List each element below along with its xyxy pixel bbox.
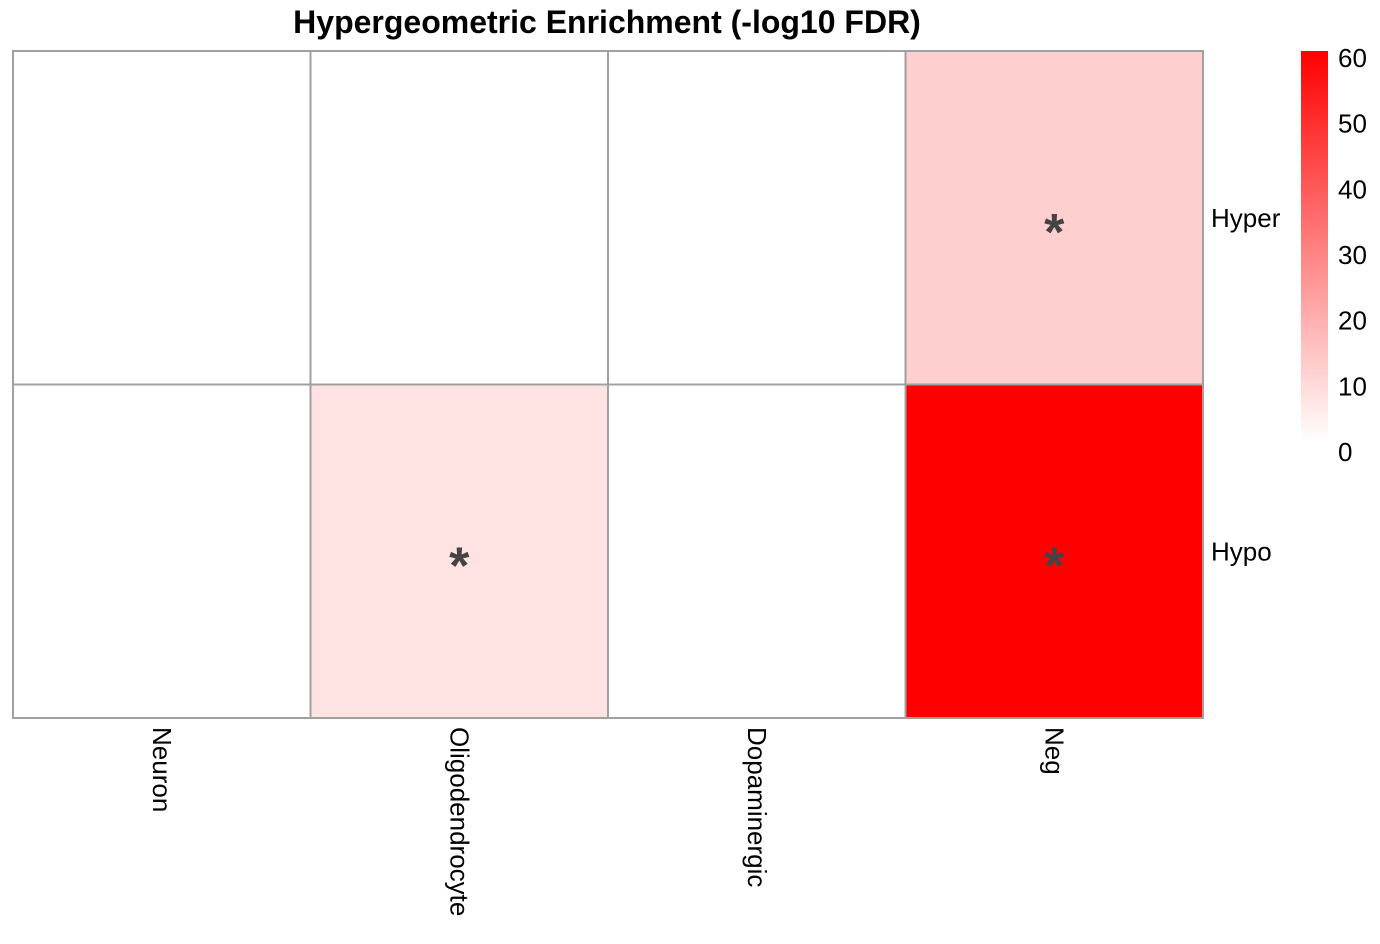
column-labels: Neuron Oligodendrocyte Dopaminergic Neg — [147, 727, 1070, 916]
row-label-hyper: Hyper — [1211, 203, 1281, 233]
row-label-hypo: Hypo — [1211, 536, 1272, 566]
column-label-dopaminergic: Dopaminergic — [742, 727, 772, 887]
significance-marker: * — [1044, 537, 1065, 595]
cell-hypo-dopaminergic — [607, 383, 907, 719]
legend-tick-label: 30 — [1338, 240, 1367, 270]
legend-tick-label: 10 — [1338, 371, 1367, 401]
column-label-neg: Neg — [1039, 727, 1069, 775]
cell-hyper-neg — [904, 50, 1204, 386]
cell-hypo-neuron — [12, 383, 312, 719]
color-legend: 0 10 20 30 40 50 60 — [1301, 43, 1367, 467]
legend-tick-label: 40 — [1338, 174, 1367, 204]
legend-color-bar — [1301, 51, 1328, 442]
column-label-neuron: Neuron — [147, 727, 177, 812]
significance-marker: * — [1044, 204, 1065, 262]
cell-hyper-dopaminergic — [607, 50, 907, 386]
legend-tick-label: 20 — [1338, 306, 1367, 336]
cell-hyper-neuron — [12, 50, 312, 386]
chart-title: Hypergeometric Enrichment (-log10 FDR) — [293, 4, 921, 40]
cell-hypo-neg — [904, 383, 1204, 719]
legend-tick-label: 0 — [1338, 437, 1352, 467]
row-labels: Hyper Hypo — [1211, 203, 1281, 567]
cell-hypo-oligodendrocyte — [309, 383, 609, 719]
column-label-oligodendrocyte: Oligodendrocyte — [444, 727, 474, 916]
heatmap-cells — [12, 50, 1204, 719]
cell-hyper-oligodendrocyte — [309, 50, 609, 386]
legend-tick-label: 50 — [1338, 109, 1367, 139]
significance-marker: * — [449, 537, 470, 595]
cell-annotations: * * * — [449, 204, 1065, 596]
legend-tick-label: 60 — [1338, 43, 1367, 73]
